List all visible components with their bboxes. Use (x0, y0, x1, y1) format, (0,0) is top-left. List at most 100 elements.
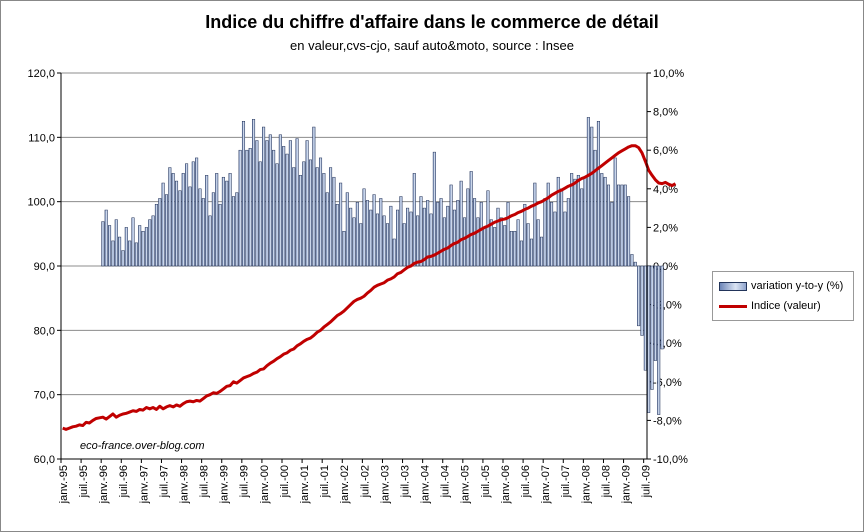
bar (449, 184, 453, 267)
bar (101, 221, 105, 267)
bar (315, 167, 319, 267)
bar (576, 175, 580, 267)
x-tick-label: janv.-96 (98, 465, 110, 504)
bar (154, 203, 158, 267)
bar (175, 180, 179, 267)
bar (583, 176, 587, 267)
bar (235, 192, 239, 267)
bar (446, 205, 450, 267)
x-tick-label: juil.-03 (399, 465, 411, 498)
bar (506, 202, 510, 267)
bar (516, 219, 520, 267)
bar (469, 171, 473, 267)
bar (108, 225, 112, 267)
bar (329, 167, 333, 267)
x-tick-label: juil.-08 (600, 465, 612, 498)
bar (466, 188, 470, 267)
bar (201, 198, 205, 267)
bar (241, 121, 246, 267)
bar (262, 126, 266, 267)
bar (456, 200, 460, 267)
y-left-tick-label: 90,0 (34, 261, 55, 273)
bar (536, 219, 540, 267)
x-tick-label: janv.-00 (259, 465, 271, 504)
bar (586, 117, 590, 267)
bar (138, 225, 142, 267)
legend-label-indice: Indice (valeur) (751, 300, 821, 312)
x-tick-label: janv.-95 (58, 465, 70, 504)
bar (462, 217, 467, 267)
bar (158, 198, 162, 267)
bar (546, 182, 550, 267)
bar (104, 209, 108, 267)
bar (225, 180, 229, 267)
bar (603, 176, 607, 267)
bar (322, 173, 326, 267)
bar (221, 176, 225, 267)
bar (268, 134, 272, 267)
bar (399, 196, 403, 267)
bar (218, 203, 222, 267)
bar (563, 211, 567, 267)
x-tick-label: juil.-97 (158, 465, 170, 498)
bar (121, 250, 125, 267)
x-tick-label: juil.-95 (78, 465, 90, 498)
bar (493, 227, 497, 267)
bar (345, 192, 349, 267)
bar (496, 207, 500, 267)
x-tick-label: janv.-07 (540, 465, 552, 504)
bar (288, 140, 292, 267)
bar (419, 196, 423, 267)
bar (643, 265, 647, 371)
bar (519, 240, 523, 267)
legend-entry-indice: Indice (valeur) (719, 298, 821, 314)
bar (476, 217, 480, 267)
bar (486, 190, 490, 267)
bar (653, 265, 657, 361)
x-tick-label: juil.-98 (199, 465, 211, 498)
bar (308, 159, 312, 267)
bar (627, 196, 631, 267)
bar (429, 213, 433, 267)
bar (258, 161, 262, 267)
bar (526, 223, 530, 267)
bar (396, 209, 400, 267)
x-tick-label: janv.-01 (299, 465, 311, 504)
bar (111, 240, 115, 267)
bar (556, 176, 560, 267)
bar (128, 240, 132, 267)
bar (312, 126, 316, 267)
bar (275, 163, 279, 267)
bar (151, 215, 155, 267)
x-tick-label: janv.-02 (339, 465, 351, 504)
x-tick-label: janv.-05 (460, 465, 472, 504)
bar (191, 161, 195, 267)
bar (617, 184, 621, 267)
x-tick-label: janv.-97 (138, 465, 150, 504)
bar (406, 207, 410, 267)
y-left-tick-label: 120,0 (27, 68, 55, 80)
bar (282, 146, 286, 267)
bar (278, 134, 282, 267)
bar (208, 215, 212, 267)
bar (198, 188, 202, 267)
bar (255, 140, 259, 267)
bar (171, 173, 175, 267)
indice-line (62, 144, 677, 431)
bar (633, 261, 637, 267)
y-right-tick-label: 6,0% (653, 145, 678, 157)
bar (459, 180, 463, 267)
x-tick-label: janv.-06 (500, 465, 512, 504)
bar (318, 157, 323, 267)
y-right-tick-label: -10,0% (653, 454, 688, 466)
bar (452, 209, 456, 267)
bar (285, 153, 289, 267)
bar (570, 173, 574, 267)
bar (231, 196, 235, 267)
x-tick-label: juil.-07 (560, 465, 572, 498)
bar (305, 140, 309, 267)
bar (372, 194, 376, 267)
bar (436, 202, 440, 267)
legend-swatch-line (719, 304, 747, 308)
y-right-tick-label: -8,0% (653, 415, 682, 427)
